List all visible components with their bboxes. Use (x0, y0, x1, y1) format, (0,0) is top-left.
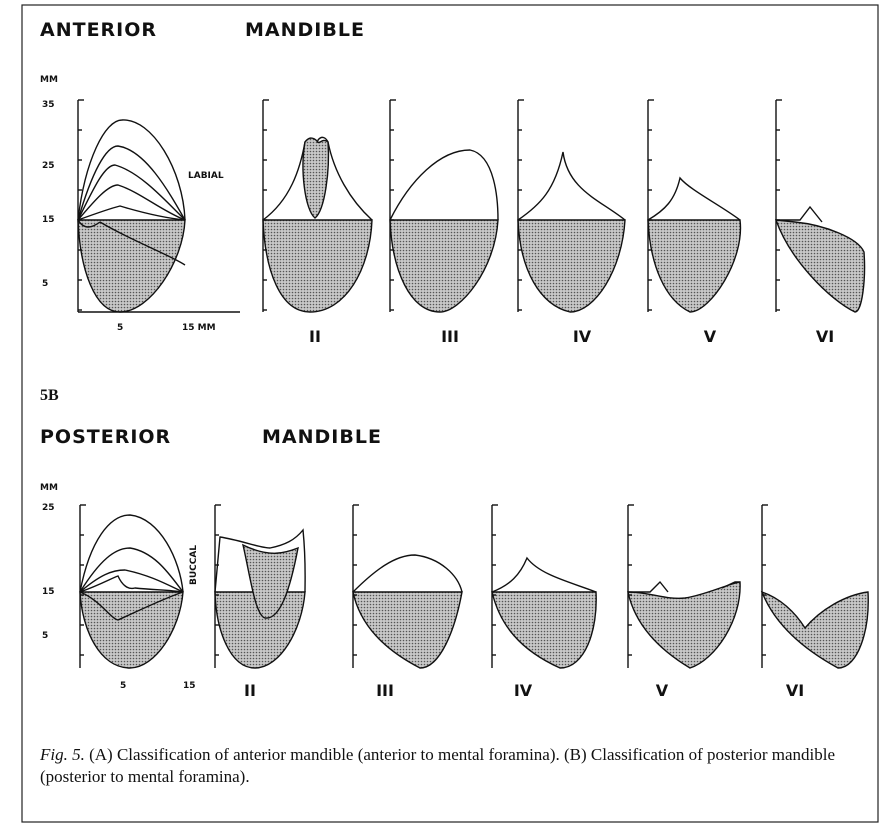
class-label: II (309, 327, 321, 346)
side-label: BUCCAL (189, 545, 199, 585)
y-tick-label: 15 (42, 587, 55, 597)
panel-a-shapes (77, 119, 866, 313)
unit-label: MM (40, 483, 58, 493)
class-label: III (376, 681, 394, 700)
x-tick-label: 5 (117, 323, 123, 333)
class-label: III (441, 327, 459, 346)
figure-number: Fig. 5. (40, 745, 85, 764)
class-label: VI (816, 327, 834, 346)
y-tick-label: 5 (42, 631, 48, 641)
class-label: IV (514, 681, 533, 700)
panel-title: MANDIBLE (262, 426, 382, 448)
y-tick-label: 35 (42, 100, 55, 110)
side-label: LABIAL (188, 171, 224, 181)
class-label: VI (786, 681, 804, 700)
x-tick-label: 15 MM (182, 323, 216, 333)
unit-label: MM (40, 75, 58, 85)
class-label: IV (573, 327, 592, 346)
panel-label: 5B (40, 387, 59, 404)
y-tick-label: 5 (42, 279, 48, 289)
panel-title: MANDIBLE (245, 19, 365, 41)
y-tick-label: 25 (42, 503, 55, 513)
caption: Fig. 5. (A) Classification of anterior m… (40, 744, 876, 788)
caption-text: (A) Classification of anterior mandible … (40, 745, 835, 786)
frame (21, 4, 879, 823)
class-label: V (656, 681, 669, 700)
panel-b-shapes (79, 514, 869, 669)
y-tick-label: 25 (42, 161, 55, 171)
class-label: II (244, 681, 256, 700)
class-label: V (704, 327, 717, 346)
y-tick-label: 15 (42, 215, 55, 225)
x-tick-label: 5 (120, 681, 126, 691)
panel-title: POSTERIOR (40, 426, 171, 448)
panel-title: ANTERIOR (40, 19, 157, 41)
x-tick-label: 15 (183, 681, 196, 691)
